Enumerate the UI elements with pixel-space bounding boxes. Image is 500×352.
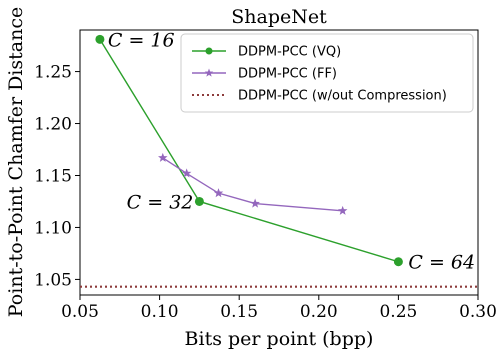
annotation-label: C = 32: [127, 191, 194, 213]
y-tick-label: 1.20: [34, 115, 72, 135]
x-axis-label: Bits per point (bpp): [185, 328, 374, 350]
series-1-point: [213, 188, 224, 198]
chart-title: ShapeNet: [231, 6, 327, 28]
y-ticks: 1.05 1.10 1.15 1.20 1.25: [34, 63, 80, 290]
legend-label: DDPM-PCC (FF): [238, 67, 337, 82]
x-tick-label: 0.05: [61, 302, 99, 322]
legend-marker: [205, 47, 213, 55]
x-ticks: 0.05 0.10 0.15 0.20 0.25 0.30: [61, 295, 497, 322]
legend-box: [180, 33, 474, 113]
x-tick-label: 0.30: [459, 302, 497, 322]
x-tick-label: 0.20: [300, 302, 338, 322]
plot-frame: [79, 29, 479, 296]
y-tick-label: 1.15: [34, 166, 72, 186]
series-1-point: [158, 152, 168, 162]
y-tick-label: 1.10: [34, 218, 72, 238]
series-0-point: [194, 196, 204, 206]
legend-marker: [204, 68, 214, 77]
y-axis-label: Point-to-Point Chamfer Distance: [5, 7, 27, 317]
series-1-point: [337, 205, 348, 215]
annotation-label: C = 16: [108, 29, 175, 51]
x-tick-label: 0.25: [379, 302, 417, 322]
y-tick-label: 1.05: [34, 270, 72, 290]
series-1-point: [181, 168, 192, 178]
series-0-point: [95, 34, 105, 44]
annotation-label: C = 64: [408, 252, 475, 274]
legend-label: DDPM-PCC (VQ): [238, 45, 341, 60]
x-tick-label: 0.15: [220, 302, 258, 322]
x-tick-label: 0.10: [141, 302, 179, 322]
legend: DDPM-PCC (VQ) DDPM-PCC (FF) DDPM-PCC (w/ou…: [180, 33, 474, 113]
annotations-layer: C = 16 C = 32 C = 64: [108, 29, 475, 273]
series-layer: [80, 34, 478, 288]
series-1-point: [250, 198, 260, 208]
y-tick-label: 1.25: [34, 63, 72, 83]
series-0-point: [393, 257, 403, 267]
legend-label: DDPM-PCC (w/out Compression): [238, 89, 447, 104]
